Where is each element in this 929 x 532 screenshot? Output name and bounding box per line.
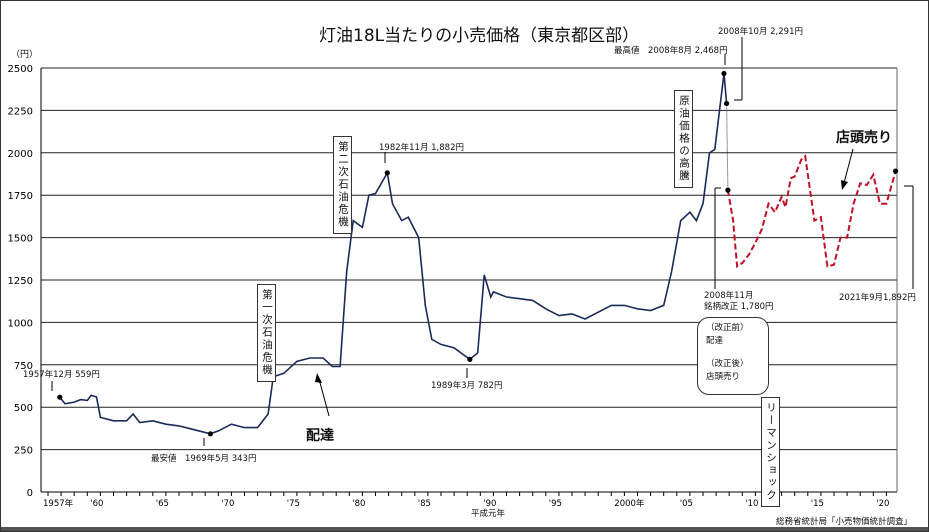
data-point-marker — [207, 431, 214, 437]
x-tick-label: 1957年 — [43, 498, 74, 509]
x-tick-label: '15 — [811, 499, 824, 509]
x-tick-label: '80 — [352, 499, 365, 509]
data-point-marker — [723, 100, 730, 107]
x-tick-label: '70 — [221, 499, 234, 509]
bottom-border — [1, 527, 928, 531]
y-tick-label: 2000 — [8, 149, 33, 160]
annotation-max: 最高値 2008年8月 2,468円 — [614, 46, 728, 56]
annotation-nov-2008: 2008年11月 — [704, 291, 754, 301]
label-lehman-shock: リーマンショック — [761, 397, 780, 507]
x-tick-label: 2000年 — [614, 498, 645, 509]
annotation-1982-peak: 1982年11月 1,882円 — [379, 143, 464, 153]
x-tick-label: '05 — [680, 499, 693, 509]
note-after: （改正後） — [706, 359, 749, 369]
label-store: 店頭売り — [836, 130, 892, 146]
data-point-marker — [384, 170, 390, 176]
data-point-marker — [721, 70, 727, 77]
arrow-delivery — [318, 378, 330, 417]
annotation-start: 1957年12月 559円 — [23, 370, 100, 380]
data-point-marker — [725, 187, 731, 193]
note-before-value: 配達 — [706, 336, 724, 346]
legend-note-box: （改正前） 配達 （改正後） 店頭売り — [697, 317, 769, 395]
series-line-delivery — [59, 73, 728, 435]
y-tick-label: 500 — [14, 403, 33, 414]
x-axis-sublabel: 平成元年 — [471, 509, 506, 519]
x-tick-label: '75 — [287, 499, 300, 509]
y-tick-label: 250 — [14, 446, 33, 457]
source-note: 総務省統計局「小売物価統計調査」 — [776, 517, 913, 527]
y-axis-unit: （円） — [11, 50, 39, 60]
annotation-1989-low: 1989年3月 782円 — [431, 381, 503, 391]
arrow-head-store — [841, 180, 848, 190]
data-point-marker — [57, 394, 63, 400]
x-tick-label: '85 — [418, 499, 431, 509]
note-after-value: 店頭売り — [706, 372, 741, 382]
note-before: （改正前） — [706, 323, 749, 333]
y-tick-label: 1500 — [8, 234, 33, 245]
label-first-oil-crisis: 第一次石油危機 — [257, 284, 276, 382]
x-tick-label: '90 — [483, 499, 496, 509]
y-tick-label: 1000 — [8, 318, 33, 329]
x-tick-label: '60 — [90, 499, 103, 509]
annotation-brand-revision: 銘柄改正 1,780円 — [704, 302, 774, 312]
x-tick-label: '20 — [876, 499, 889, 509]
y-tick-label: 0 — [27, 488, 33, 499]
data-point-marker — [467, 356, 473, 362]
annotation-latest: 2021年9月1,892円 — [839, 293, 916, 303]
arrow-head-delivery — [315, 373, 322, 383]
label-second-oil-crisis: 第二次石油危機 — [333, 136, 352, 234]
annotation-oct-2008: 2008年10月 2,291円 — [718, 27, 803, 37]
data-point-marker — [892, 168, 899, 174]
label-crude-oil-surge: 原油価格の高騰 — [674, 90, 693, 188]
y-tick-label: 2250 — [8, 106, 33, 117]
x-tick-label: '95 — [549, 499, 562, 509]
y-tick-label: 750 — [14, 361, 33, 372]
connector-line — [726, 103, 729, 191]
y-tick-label: 2500 — [8, 64, 33, 75]
annotation-min: 最安値 1969年5月 343円 — [151, 454, 257, 464]
x-tick-label: '65 — [156, 499, 169, 509]
chart-title: 灯油18L当たりの小売価格（東京都区部） — [319, 26, 640, 46]
series-line-store — [726, 154, 897, 269]
y-tick-label: 1250 — [8, 276, 33, 287]
label-delivery: 配達 — [306, 428, 334, 444]
arrow-store — [843, 148, 854, 184]
y-tick-label: 1750 — [8, 191, 33, 202]
x-tick-label: '10 — [745, 499, 758, 509]
